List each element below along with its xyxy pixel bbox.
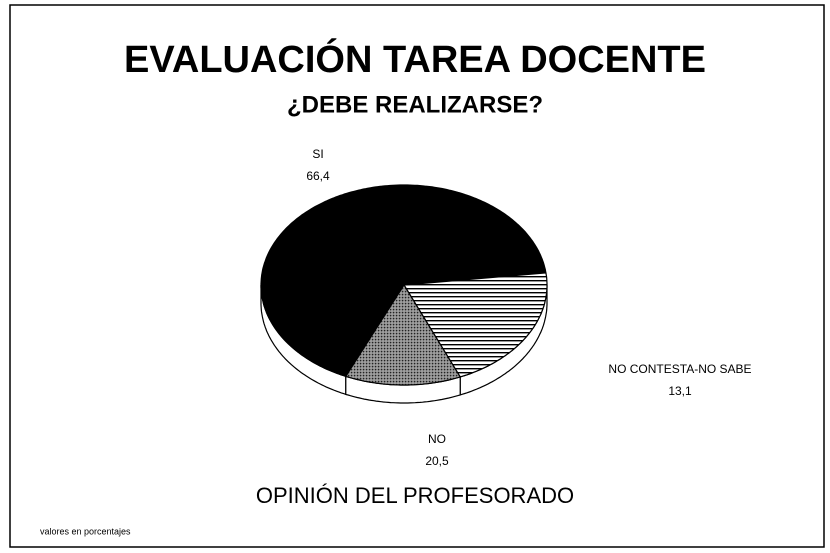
slice-label: NO CONTESTA-NO SABE	[608, 362, 751, 376]
chart-title: EVALUACIÓN TAREA DOCENTE	[124, 37, 706, 81]
note: valores en porcentajes	[40, 526, 131, 536]
slice-label: SI	[312, 147, 323, 161]
value-label: 20,5	[425, 454, 449, 468]
value-label: 13,1	[668, 384, 692, 398]
slice	[260, 184, 547, 378]
slice	[344, 283, 462, 386]
slice-label: NO	[428, 432, 446, 446]
slice	[402, 272, 548, 378]
caption: OPINIÓN DEL PROFESORADO	[256, 483, 574, 508]
value-label: 66,4	[306, 169, 330, 183]
chart-subtitle: ¿DEBE REALIZARSE?	[287, 91, 543, 118]
